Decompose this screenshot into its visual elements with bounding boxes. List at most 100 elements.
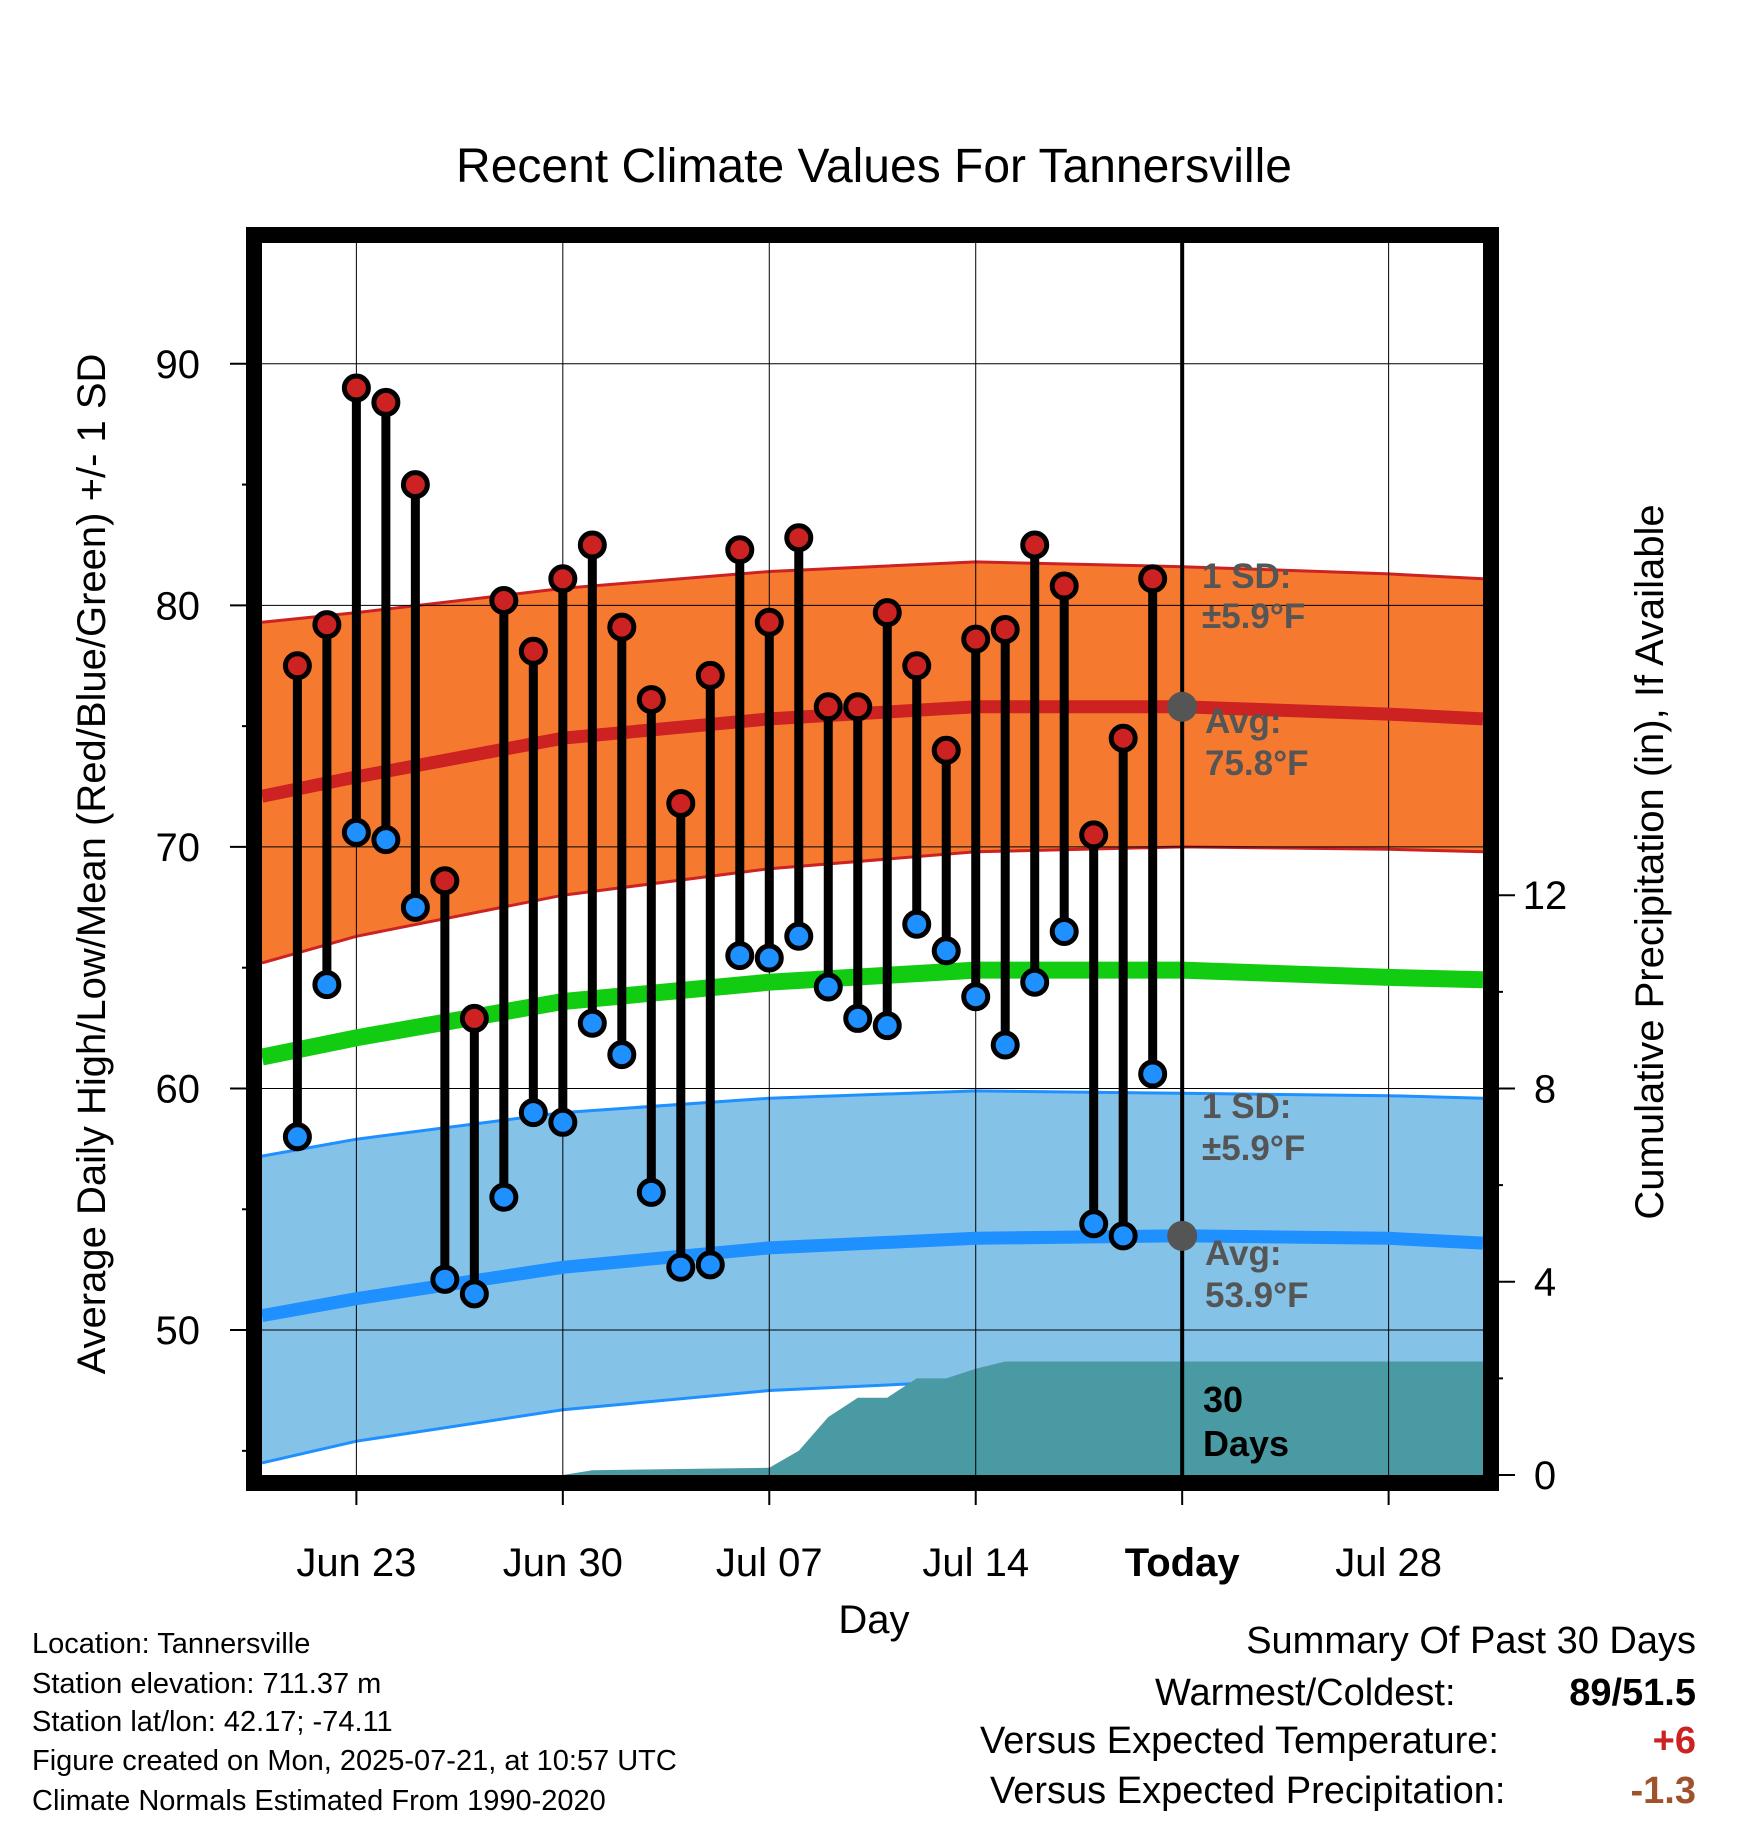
y2-tick-label: 8 [1534,1067,1556,1111]
daily-low-point [371,825,401,855]
summary-precip-label: Versus Expected Precipitation: [990,1770,1506,1812]
today-low-marker [1167,1220,1198,1251]
daily-high-point [518,636,548,666]
daily-low-point [312,970,342,1000]
daily-low-point [1138,1059,1168,1089]
daily-low-point [636,1177,666,1207]
high-avg-label-line2: 75.8°F [1205,744,1309,783]
today-high-marker [1167,691,1198,722]
x-tick-label: Jul 28 [1335,1541,1442,1585]
x-tick-label: Jun 23 [296,1541,416,1585]
x-tick-label: Jun 30 [503,1541,623,1585]
chart-title: Recent Climate Values For Tannersville [456,140,1292,193]
daily-high-point [430,866,460,896]
summary-heading: Summary Of Past 30 Days [1246,1620,1696,1662]
y-tick-label: 90 [156,343,201,387]
high-sd-upper-line [261,560,1484,624]
high-sd-lower-line [261,845,1484,965]
daily-high-point [784,523,814,553]
daily-high-point [961,624,991,654]
daily-high-point [282,651,312,681]
daily-low-point [666,1252,696,1282]
precip-area [562,1361,1483,1475]
daily-high-point [341,373,371,403]
days-label-line1: 30 [1203,1379,1243,1420]
daily-low-point [754,943,784,973]
daily-high-point [725,535,755,565]
x-tick-label: Jul 07 [716,1541,823,1585]
y2-tick-label: 12 [1523,874,1568,918]
daily-high-point [1108,723,1138,753]
daily-high-point [872,598,902,628]
summary-temp-label: Versus Expected Temperature: [980,1720,1499,1762]
elevation-text: Station elevation: 711.37 m [32,1668,382,1700]
daily-high-point [548,564,578,594]
summary-warmest-label: Warmest/Coldest: [1155,1672,1456,1714]
daily-low-point [341,817,371,847]
daily-high-point [607,612,637,642]
daily-low-point [843,1003,873,1033]
plot-frame [246,227,1499,1491]
daily-high-point [931,735,961,765]
low-avg-label-line1: Avg: [1205,1234,1281,1273]
days-label-line2: Days [1203,1423,1289,1464]
daily-low-point [784,921,814,951]
avg-high-line [260,700,1484,803]
daily-high-point [902,651,932,681]
x-tick-label: Jul 14 [922,1541,1029,1585]
y-tick-label: 80 [156,584,201,628]
daily-high-point [459,1003,489,1033]
daily-low-point [1108,1221,1138,1251]
high-sd-label-line2: ±5.9°F [1202,597,1305,636]
daily-low-point [695,1250,725,1280]
daily-high-point [1079,820,1109,850]
daily-high-point [813,692,843,722]
daily-low-point [961,982,991,1012]
daily-low-point [607,1040,637,1070]
daily-low-point [872,1011,902,1041]
daily-low-point [725,941,755,971]
high-avg-label-line1: Avg: [1205,702,1281,741]
location-text: Location: Tannersville [32,1628,311,1660]
daily-low-point [430,1264,460,1294]
high-sd-label-line1: 1 SD: [1202,557,1291,596]
daily-low-point [459,1279,489,1309]
summary-temp-value: +6 [1652,1720,1696,1762]
daily-low-point [548,1107,578,1137]
avg-mean-line [260,961,1484,1066]
daily-low-point [282,1122,312,1152]
daily-high-point [754,607,784,637]
y-tick-label: 50 [156,1309,201,1353]
daily-high-point [843,692,873,722]
daily-low-point [902,909,932,939]
daily-low-point [990,1030,1020,1060]
daily-high-point [990,615,1020,645]
summary-warmest-value: 89/51.5 [1569,1672,1696,1714]
daily-low-point [400,892,430,922]
low-avg-label-line2: 53.9°F [1205,1276,1309,1315]
low-sd-label-line1: 1 SD: [1202,1087,1291,1126]
y2-axis-label: Cumulative Precipitation (in), If Availa… [1628,504,1672,1219]
low-sd-label-line2: ±5.9°F [1202,1129,1305,1168]
y-tick-label: 60 [156,1067,201,1111]
x-tick-label-today: Today [1125,1541,1241,1585]
daily-high-point [666,788,696,818]
daily-low-point [931,936,961,966]
daily-high-point [312,610,342,640]
daily-high-point [577,530,607,560]
avg-low-line [260,1229,1484,1322]
daily-low-point [489,1182,519,1212]
daily-high-point [636,685,666,715]
daily-low-point [1020,967,1050,997]
y2-tick-label: 4 [1534,1261,1556,1305]
y-tick-label: 70 [156,826,201,870]
x-axis-label: Day [838,1598,909,1642]
daily-high-point [695,660,725,690]
latlon-text: Station lat/lon: 42.17; -74.11 [32,1706,393,1738]
daily-low-point [1079,1209,1109,1239]
summary-precip-value: -1.3 [1630,1770,1696,1812]
daily-low-point [1049,916,1079,946]
low-sd-upper-line [261,1089,1484,1158]
normals-text: Climate Normals Estimated From 1990-2020 [32,1785,606,1817]
